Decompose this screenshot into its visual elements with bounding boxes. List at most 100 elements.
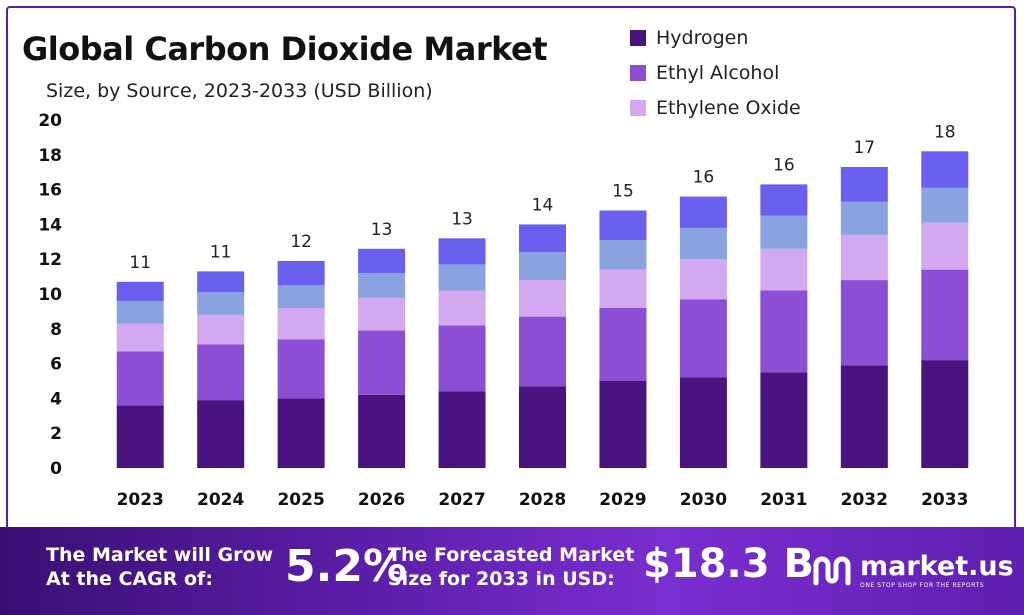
- legend-label-hydrogen: Hydrogen: [656, 26, 749, 49]
- market-size-value: $18.3 B: [643, 541, 814, 587]
- x-tick-label: 2029: [599, 490, 646, 510]
- bar-total-label: 18: [934, 122, 956, 142]
- x-tick-label: 2033: [921, 490, 968, 510]
- chart-title: Global Carbon Dioxide Market: [22, 30, 548, 68]
- bar-total-label: 13: [451, 209, 473, 229]
- bar-segment: [840, 201, 888, 235]
- bar-segment: [358, 248, 406, 274]
- x-tick-label: 2028: [519, 490, 566, 510]
- y-tick-label: 18: [38, 146, 62, 166]
- brand: market.us ONE STOP SHOP FOR THE REPORTS: [812, 553, 1014, 589]
- bar-segment: [358, 273, 406, 298]
- y-tick-label: 4: [50, 389, 62, 409]
- bar-segment: [116, 281, 164, 301]
- y-tick-label: 16: [38, 181, 62, 201]
- bar-segment: [277, 398, 325, 468]
- bar-segment: [116, 405, 164, 468]
- bar-segment: [921, 151, 969, 188]
- legend-item-hydrogen: Hydrogen: [630, 20, 801, 55]
- y-tick-label: 20: [38, 111, 62, 131]
- bar-segment: [277, 260, 325, 286]
- x-tick-label: 2032: [841, 490, 888, 510]
- forecast-caption-line2: Size for 2033 in USD:: [388, 568, 615, 590]
- legend-swatch-ethylene-oxide: [630, 99, 646, 116]
- bar-segment: [679, 227, 727, 260]
- bar-segment: [760, 290, 808, 373]
- bar-total-label: 17: [853, 138, 875, 158]
- bar-total-label: 13: [371, 220, 393, 240]
- bar-segment: [358, 394, 406, 468]
- bar-segment: [197, 344, 245, 401]
- cagr-caption: The Market will Grow At the CAGR of:: [46, 543, 273, 591]
- bar-segment: [921, 360, 969, 468]
- x-tick-label: 2030: [680, 490, 727, 510]
- bar-segment: [116, 323, 164, 352]
- legend-item-ethylene-oxide: Ethylene Oxide: [630, 90, 801, 125]
- x-tick-label: 2027: [438, 490, 485, 510]
- bar-segment: [438, 290, 486, 326]
- bar-total-label: 11: [210, 242, 232, 262]
- y-tick-label: 14: [38, 215, 62, 235]
- x-tick-label: 2026: [358, 490, 405, 510]
- bar-segment: [358, 297, 406, 331]
- bar-segment: [840, 166, 888, 202]
- x-tick-label: 2023: [117, 490, 164, 510]
- y-tick-label: 0: [50, 459, 62, 479]
- bar-segment: [197, 271, 245, 293]
- legend-label-ethylene-oxide: Ethylene Oxide: [656, 96, 801, 119]
- bar-segment: [277, 339, 325, 399]
- bar-segment: [599, 210, 647, 241]
- brand-name: market.us: [860, 550, 1014, 582]
- chart-subtitle: Size, by Source, 2023-2033 (USD Billion): [46, 80, 433, 102]
- forecast-caption: The Forecasted Market Size for 2033 in U…: [388, 543, 634, 591]
- bar-segment: [760, 248, 808, 291]
- legend-swatch-ethyl-alcohol: [630, 64, 646, 81]
- bar-segment: [840, 280, 888, 366]
- bar-segment: [277, 307, 325, 340]
- y-tick-label: 2: [50, 424, 62, 444]
- bar-segment: [116, 300, 164, 324]
- bar-segment: [438, 238, 486, 265]
- bar-total-label: 16: [693, 168, 715, 188]
- bar-segment: [679, 377, 727, 468]
- cagr-caption-line2: At the CAGR of:: [46, 568, 213, 590]
- y-tick-label: 6: [50, 355, 62, 375]
- bar-segment: [277, 285, 325, 308]
- bar-segment: [438, 325, 486, 392]
- x-tick-label: 2031: [760, 490, 807, 510]
- bar-segment: [599, 307, 647, 381]
- legend-item-ethyl-alcohol: Ethyl Alcohol: [630, 55, 801, 90]
- bar-segment: [599, 240, 647, 270]
- bar-segment: [760, 372, 808, 468]
- market-us-logo-icon: [813, 556, 851, 586]
- legend-label-ethyl-alcohol: Ethyl Alcohol: [656, 61, 780, 84]
- footer-banner: The Market will Grow At the CAGR of: 5.2…: [0, 527, 1024, 615]
- bar-segment: [921, 269, 969, 361]
- bar-total-label: 15: [612, 181, 634, 201]
- legend: Hydrogen Ethyl Alcohol Ethylene Oxide: [630, 20, 801, 125]
- bar-segment: [438, 391, 486, 468]
- bar-segment: [921, 187, 969, 223]
- brand-tagline: ONE STOP SHOP FOR THE REPORTS: [860, 581, 985, 589]
- x-tick-label: 2024: [197, 490, 244, 510]
- bar-segment: [116, 351, 164, 406]
- bar-segment: [599, 381, 647, 468]
- bar-segment: [921, 222, 969, 270]
- bar-segment: [679, 259, 727, 300]
- bar-segment: [519, 316, 566, 387]
- bar-segment: [197, 400, 245, 468]
- y-tick-label: 8: [50, 320, 62, 340]
- bar-segment: [358, 330, 406, 395]
- bar-total-label: 12: [290, 232, 312, 252]
- bar-segment: [519, 280, 566, 317]
- cagr-caption-line1: The Market will Grow: [46, 544, 274, 566]
- bar-segment: [519, 386, 566, 468]
- forecast-caption-line1: The Forecasted Market: [388, 544, 635, 566]
- bar-total-label: 16: [773, 155, 795, 175]
- bar-segment: [197, 314, 245, 345]
- bar-segment: [599, 269, 647, 308]
- bar-segment: [519, 252, 566, 281]
- bar-segment: [760, 215, 808, 249]
- y-tick-label: 12: [38, 250, 62, 270]
- bar-total-label: 14: [532, 195, 554, 215]
